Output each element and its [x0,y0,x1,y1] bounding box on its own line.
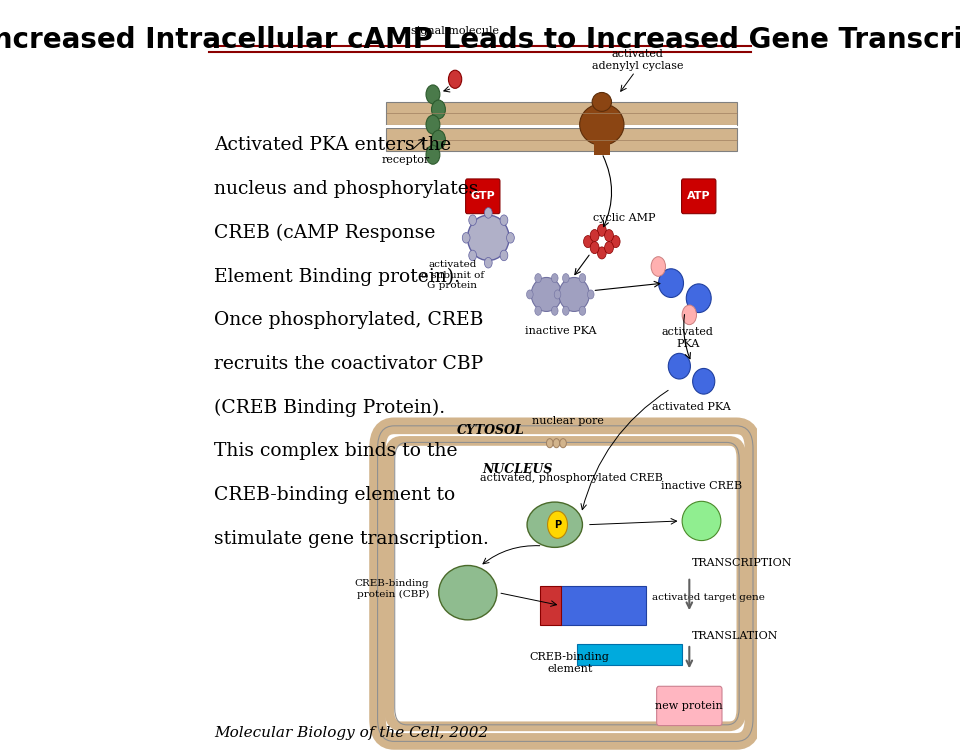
Text: GTP: GTP [470,191,495,202]
Text: Once phosphorylated, CREB: Once phosphorylated, CREB [214,311,484,329]
FancyBboxPatch shape [657,686,722,726]
Ellipse shape [527,502,583,547]
Text: TRANSCRIPTION: TRANSCRIPTION [692,558,793,568]
Circle shape [560,290,566,299]
Circle shape [597,247,607,259]
Circle shape [563,307,569,316]
Circle shape [588,290,594,299]
Text: activated
PKA: activated PKA [661,327,713,349]
Text: Element Binding protein).: Element Binding protein). [214,267,460,285]
Ellipse shape [683,501,721,541]
Text: TRANSLATION: TRANSLATION [692,631,779,641]
Circle shape [590,242,599,254]
Bar [561,586,646,625]
Text: CREB-binding element to: CREB-binding element to [214,486,455,504]
Text: activated target gene: activated target gene [652,593,764,602]
Text: stimulate gene transcription.: stimulate gene transcription. [214,530,489,548]
Bar [386,125,737,128]
Circle shape [605,230,613,242]
Text: cyclic AMP: cyclic AMP [592,213,656,223]
Text: activated
α subunit of
G protein: activated α subunit of G protein [420,260,484,290]
Circle shape [560,439,566,448]
FancyBboxPatch shape [386,102,737,125]
Ellipse shape [426,85,440,103]
Ellipse shape [693,368,715,394]
Text: CREB-binding
protein (CBP): CREB-binding protein (CBP) [354,579,429,599]
FancyBboxPatch shape [466,179,500,214]
Circle shape [485,208,492,218]
Circle shape [500,215,508,226]
Circle shape [683,305,697,325]
Circle shape [597,224,607,236]
Circle shape [612,236,620,248]
Ellipse shape [426,116,440,134]
Circle shape [526,290,533,299]
Circle shape [463,233,470,243]
FancyBboxPatch shape [682,179,716,214]
Text: ATP: ATP [687,191,710,202]
Ellipse shape [686,284,711,313]
Circle shape [554,290,561,299]
Text: This complex binds to the: This complex binds to the [214,442,458,461]
Circle shape [579,307,586,316]
Ellipse shape [426,145,440,165]
Text: (CREB Binding Protein).: (CREB Binding Protein). [214,399,445,417]
FancyBboxPatch shape [386,128,737,151]
Text: How Increased Intracellular cAMP Leads to Increased Gene Transcription.: How Increased Intracellular cAMP Leads t… [0,26,960,54]
Bar [577,644,683,665]
Circle shape [584,236,592,248]
Text: activated, phosphorylated CREB: activated, phosphorylated CREB [480,473,662,483]
Text: NUCLEUS: NUCLEUS [483,463,553,476]
Circle shape [590,230,599,242]
Circle shape [551,273,558,282]
Text: P: P [554,519,561,530]
Text: nucleus and phosphorylates: nucleus and phosphorylates [214,180,479,198]
Bar [593,125,611,155]
Ellipse shape [592,92,612,111]
Circle shape [448,70,462,88]
FancyBboxPatch shape [377,426,753,741]
Ellipse shape [439,565,497,620]
Ellipse shape [432,131,445,149]
Text: recruits the coactivator CBP: recruits the coactivator CBP [214,355,483,373]
Ellipse shape [531,277,562,311]
Text: Molecular Biology of the Cell, 2002: Molecular Biology of the Cell, 2002 [214,726,489,740]
Text: CYTOSOL: CYTOSOL [457,424,525,437]
Ellipse shape [659,269,684,297]
Circle shape [553,439,560,448]
Circle shape [547,511,567,538]
Circle shape [563,273,569,282]
Ellipse shape [559,277,589,311]
Circle shape [546,439,553,448]
Circle shape [485,257,492,268]
Text: CREB-binding
element: CREB-binding element [530,652,610,674]
Circle shape [507,233,515,243]
Text: receptor: receptor [381,155,429,165]
Text: inactive CREB: inactive CREB [660,481,742,491]
Text: activated
adenylyl cyclase: activated adenylyl cyclase [592,49,684,71]
Circle shape [468,215,476,226]
Bar [540,586,561,625]
Text: signal molecule: signal molecule [411,26,499,36]
Text: CREB (cAMP Response: CREB (cAMP Response [214,223,436,242]
Circle shape [651,257,665,276]
Text: new protein: new protein [656,701,723,711]
FancyBboxPatch shape [389,441,741,726]
Text: nuclear pore: nuclear pore [532,416,604,426]
Ellipse shape [432,100,445,119]
Ellipse shape [668,353,690,379]
Circle shape [579,273,586,282]
Text: inactive PKA: inactive PKA [524,326,596,336]
Circle shape [605,242,613,254]
Circle shape [468,250,476,260]
Circle shape [535,273,541,282]
Ellipse shape [580,103,624,146]
Circle shape [535,307,541,316]
Text: activated PKA: activated PKA [652,402,731,412]
Ellipse shape [468,215,509,260]
Circle shape [551,307,558,316]
Circle shape [500,250,508,260]
Text: Activated PKA enters the: Activated PKA enters the [214,136,451,154]
